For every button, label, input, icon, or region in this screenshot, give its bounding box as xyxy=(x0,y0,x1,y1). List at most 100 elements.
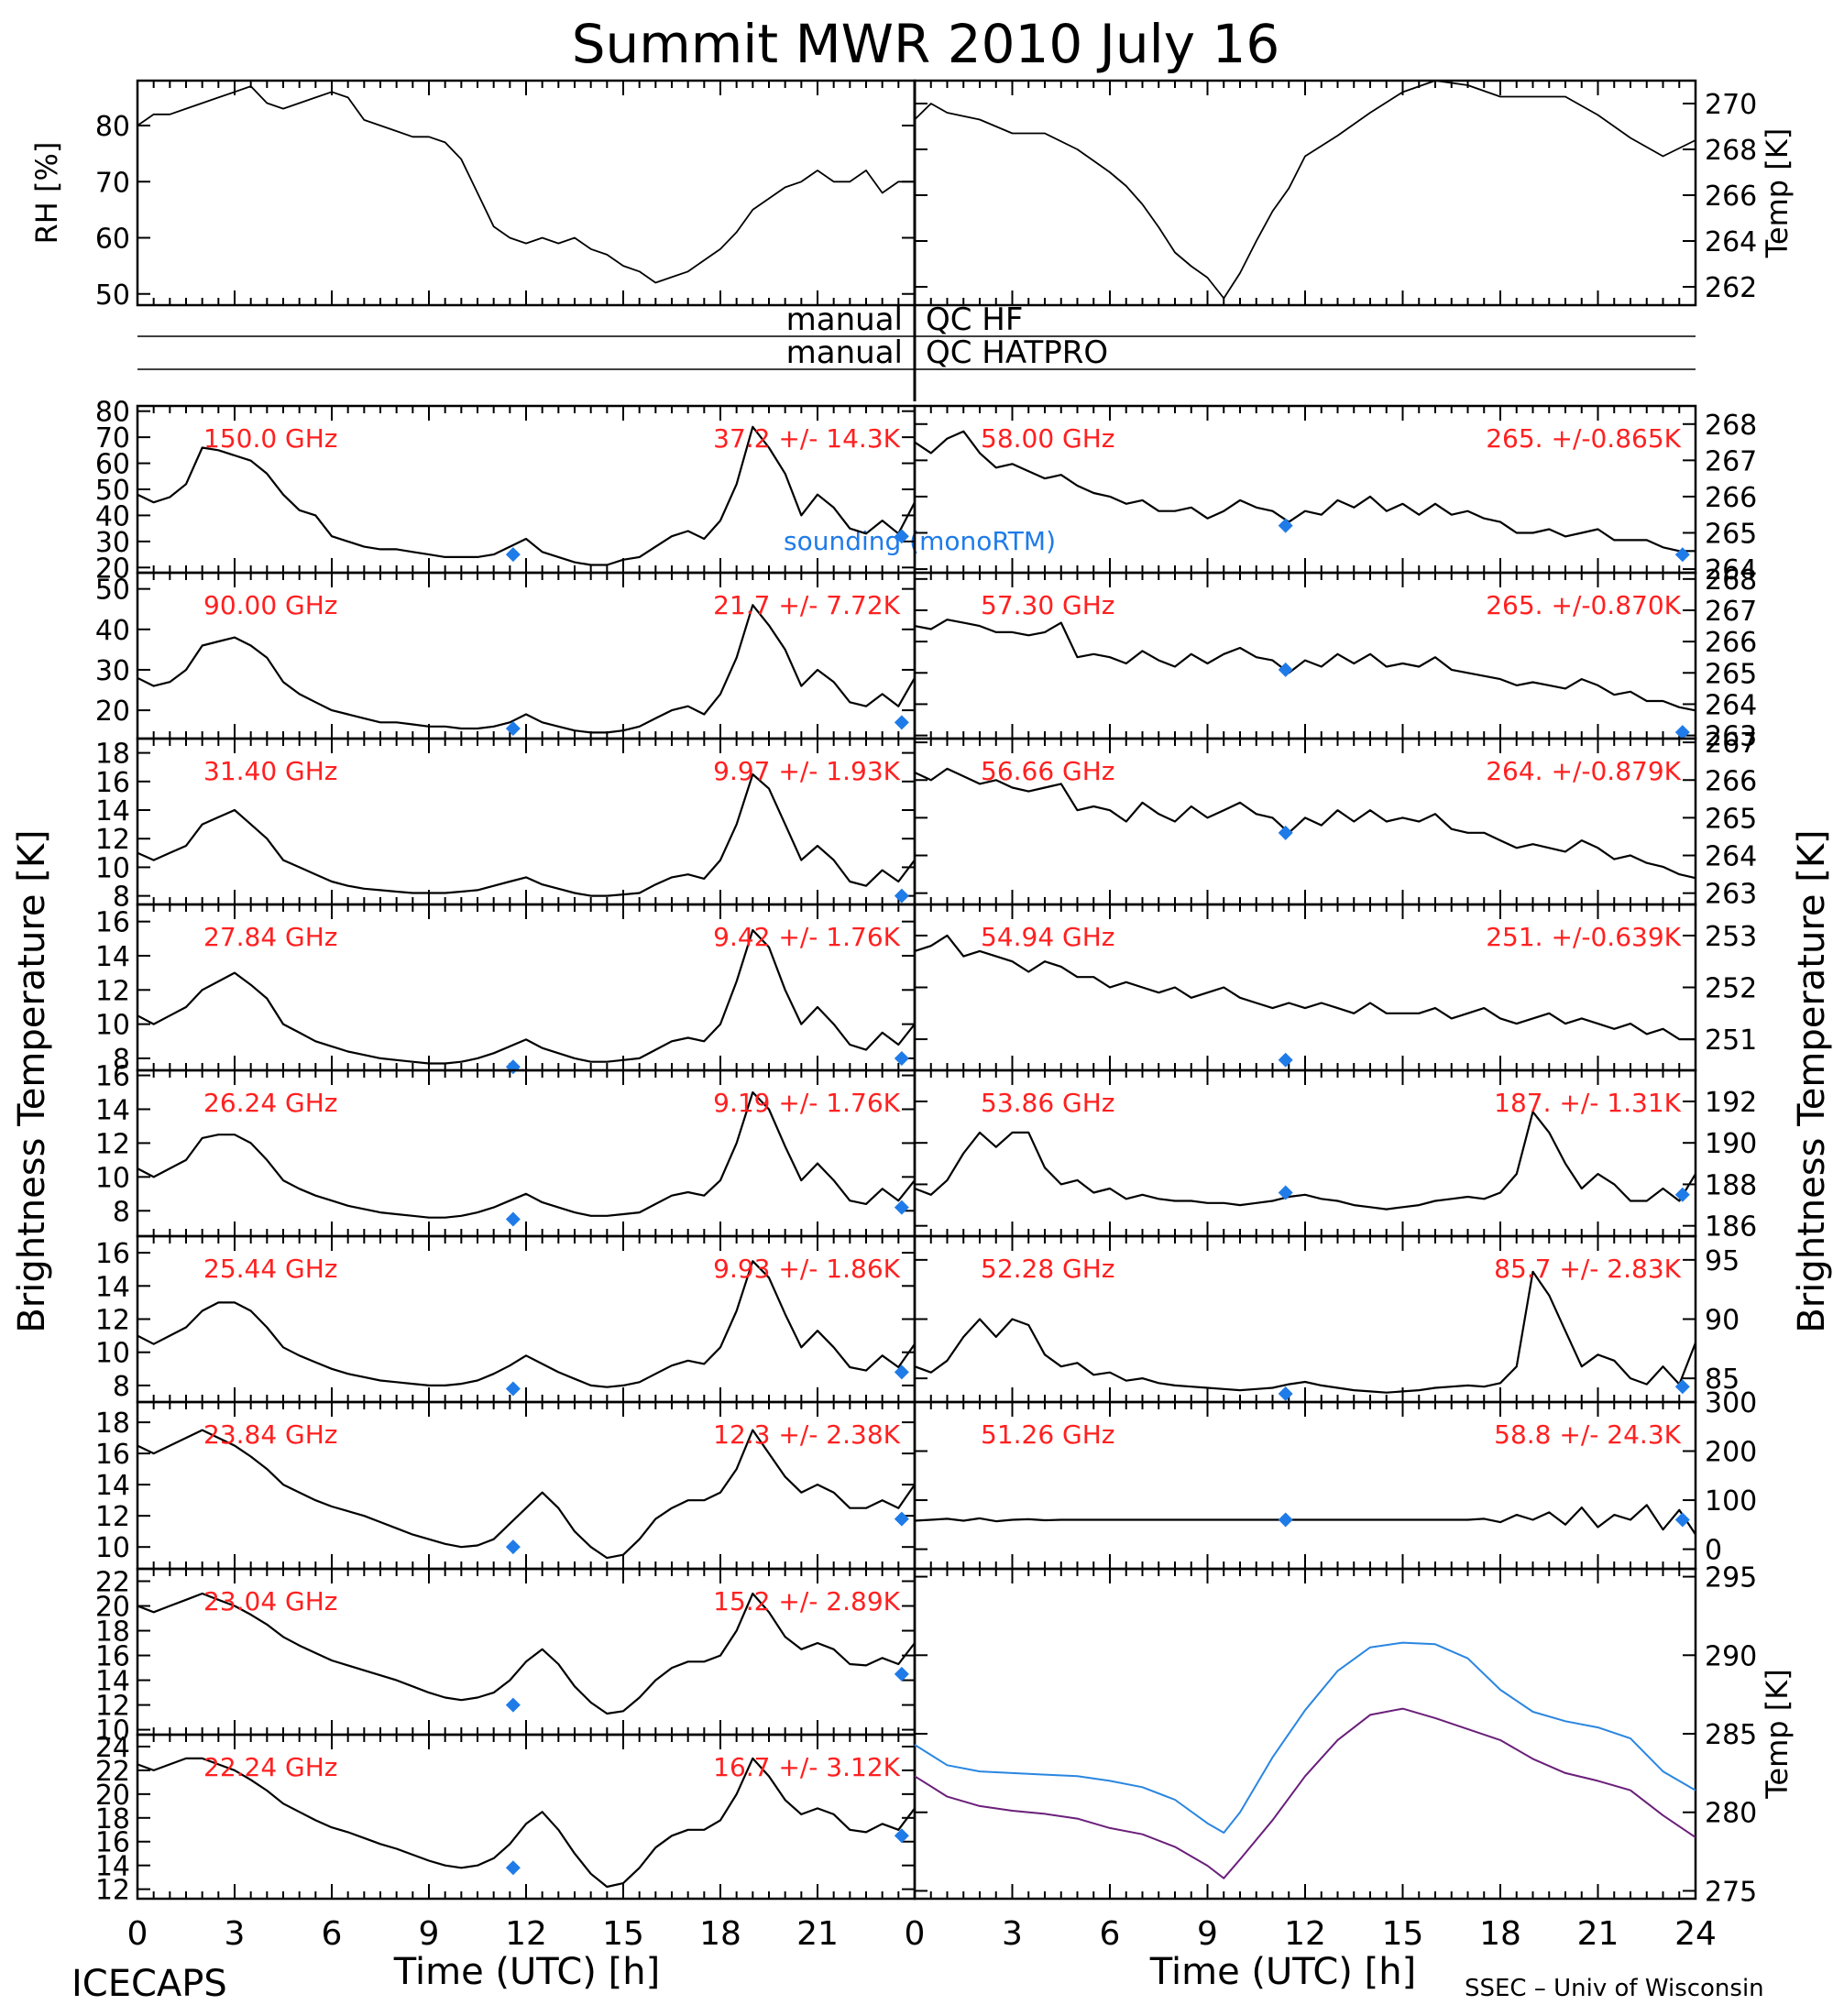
y-tick-label-temp: 266 xyxy=(1705,181,1757,213)
y-tick-label-22: 14 xyxy=(95,1851,130,1883)
y-tick-label-27: 16 xyxy=(95,907,130,939)
y-tick-label-53: 188 xyxy=(1705,1169,1757,1201)
frequency-label-57: 57.30 GHz xyxy=(981,590,1115,620)
panel-ylabel-rh: RH [%] xyxy=(29,142,64,245)
frequency-label-51: 51.26 GHz xyxy=(981,1419,1115,1450)
y-tick-label-90: 50 xyxy=(95,575,130,607)
series-line-bb-0 xyxy=(914,1641,1696,1834)
y-tick-label-56: 263 xyxy=(1705,879,1757,911)
frequency-label-52: 52.28 GHz xyxy=(981,1254,1115,1284)
y-tick-label-27: 14 xyxy=(95,941,130,973)
series-line-52-0 xyxy=(914,1270,1697,1394)
time-tick-label-left: 15 xyxy=(602,1915,644,1953)
time-tick-label-right: 3 xyxy=(1002,1915,1023,1953)
y-tick-label-23b: 20 xyxy=(95,1592,130,1624)
frequency-label-22: 22.24 GHz xyxy=(203,1752,338,1782)
y-tick-label-22: 16 xyxy=(95,1827,130,1859)
time-tick-label-right: 24 xyxy=(1674,1915,1717,1953)
time-tick-label-right: 6 xyxy=(1100,1915,1121,1953)
y-tick-label-25: 10 xyxy=(95,1338,130,1370)
time-tick-label-left: 12 xyxy=(505,1915,547,1953)
y-tick-label-150: 30 xyxy=(95,527,130,559)
time-tick-label-left: 9 xyxy=(419,1915,440,1953)
y-tick-label-58: 265 xyxy=(1705,518,1757,550)
series-line-bb-1 xyxy=(914,1707,1696,1879)
y-tick-label-rh: 80 xyxy=(95,111,130,143)
y-tick-label-53: 190 xyxy=(1705,1128,1757,1160)
series-line-51-0 xyxy=(914,1504,1696,1536)
series-line-22-0 xyxy=(137,1757,916,1889)
footer-ssec: SSEC – Univ of Wisconsin xyxy=(1465,1975,1764,2002)
y-tick-label-25: 12 xyxy=(95,1305,130,1337)
series-line-23-0 xyxy=(137,1429,916,1560)
sounding-marker-57-1 xyxy=(1674,725,1690,740)
sounding-marker-53-0 xyxy=(1278,1185,1293,1200)
frequency-label-23b: 23.04 GHz xyxy=(203,1586,338,1616)
qc-hatpro-left-label: manual xyxy=(786,334,903,371)
sounding-marker-53-1 xyxy=(1674,1187,1690,1202)
stats-label-90: 21.7 +/- 7.72K xyxy=(713,590,900,620)
y-tick-label-150: 50 xyxy=(95,475,130,507)
sounding-marker-26-1 xyxy=(894,1200,909,1215)
sounding-label: sounding (monoRTM) xyxy=(784,526,1056,556)
y-tick-label-temp: 270 xyxy=(1705,89,1757,121)
time-tick-label-right: 12 xyxy=(1284,1915,1326,1953)
stats-label-57: 265. +/-0.870K xyxy=(1486,590,1681,620)
stats-label-23: 12.3 +/- 2.38K xyxy=(713,1419,900,1450)
y-tick-label-26: 8 xyxy=(113,1196,130,1228)
series-line-31-0 xyxy=(137,772,916,897)
y-tick-label-56: 265 xyxy=(1705,803,1757,835)
y-tick-label-52: 90 xyxy=(1705,1305,1740,1337)
y-tick-label-23b: 10 xyxy=(95,1715,130,1748)
time-tick-label-left: 6 xyxy=(322,1915,343,1953)
y-tick-label-23: 12 xyxy=(95,1501,130,1533)
y-tick-label-rh: 70 xyxy=(95,167,130,199)
sounding-marker-51-0 xyxy=(1278,1512,1293,1528)
stats-label-51: 58.8 +/- 24.3K xyxy=(1494,1419,1681,1450)
y-tick-label-57: 267 xyxy=(1705,596,1757,628)
time-tick-label-left: 3 xyxy=(225,1915,246,1953)
sounding-marker-27-1 xyxy=(894,1050,909,1066)
y-tick-label-54: 253 xyxy=(1705,921,1757,953)
sounding-marker-51-1 xyxy=(1674,1512,1690,1528)
stats-label-25: 9.93 +/- 1.86K xyxy=(713,1254,900,1284)
y-tick-label-31: 12 xyxy=(95,824,130,856)
qc-hatpro-right-label: QC HATPRO xyxy=(926,334,1108,371)
panel-ylabel-bb: Temp [K] xyxy=(1760,1669,1795,1799)
y-tick-label-150: 60 xyxy=(95,449,130,481)
stats-label-53: 187. +/- 1.31K xyxy=(1494,1088,1681,1118)
sounding-marker-23b-1 xyxy=(894,1666,909,1682)
y-tick-label-57: 265 xyxy=(1705,658,1757,690)
panel-54: 251 252 253 54.94 GHz 251. +/-0.639K xyxy=(913,903,1757,1072)
sounding-marker-26-0 xyxy=(505,1211,521,1227)
y-tick-label-23b: 16 xyxy=(95,1641,130,1673)
series-line-56-0 xyxy=(914,767,1696,880)
qc-hf-left-label: manual xyxy=(786,301,903,338)
y-tick-label-150: 80 xyxy=(95,397,130,429)
time-tick-label-right: 9 xyxy=(1197,1915,1218,1953)
left-ylabel: Brightness Temperature [K] xyxy=(11,829,53,1332)
y-tick-label-51: 100 xyxy=(1705,1485,1757,1517)
series-line-58-0 xyxy=(914,430,1696,553)
sounding-marker-52-0 xyxy=(1278,1386,1293,1401)
time-tick-label-left: 18 xyxy=(699,1915,741,1953)
y-tick-label-31: 14 xyxy=(95,795,130,827)
time-axes-layer: 0 3 6 9 12 15 18 21 0 3 6 9 12 15 18 21 24 xyxy=(127,1915,1717,1953)
y-tick-label-58: 264 xyxy=(1705,554,1757,586)
frequency-label-25: 25.44 GHz xyxy=(203,1254,338,1284)
right-ylabel: Brightness Temperature [K] xyxy=(1791,829,1833,1332)
stats-label-27: 9.42 +/- 1.76K xyxy=(713,922,900,952)
sounding-marker-52-1 xyxy=(1674,1379,1690,1395)
sounding-marker-58-0 xyxy=(1278,518,1293,533)
sounding-marker-150-0 xyxy=(505,547,521,563)
y-tick-label-bb: 290 xyxy=(1705,1640,1757,1672)
y-tick-label-54: 252 xyxy=(1705,973,1757,1005)
y-tick-label-22: 24 xyxy=(95,1732,130,1764)
y-tick-label-bb: 280 xyxy=(1705,1798,1757,1830)
stats-label-23b: 15.2 +/- 2.89K xyxy=(713,1586,900,1616)
time-tick-label-left: 0 xyxy=(127,1915,148,1953)
